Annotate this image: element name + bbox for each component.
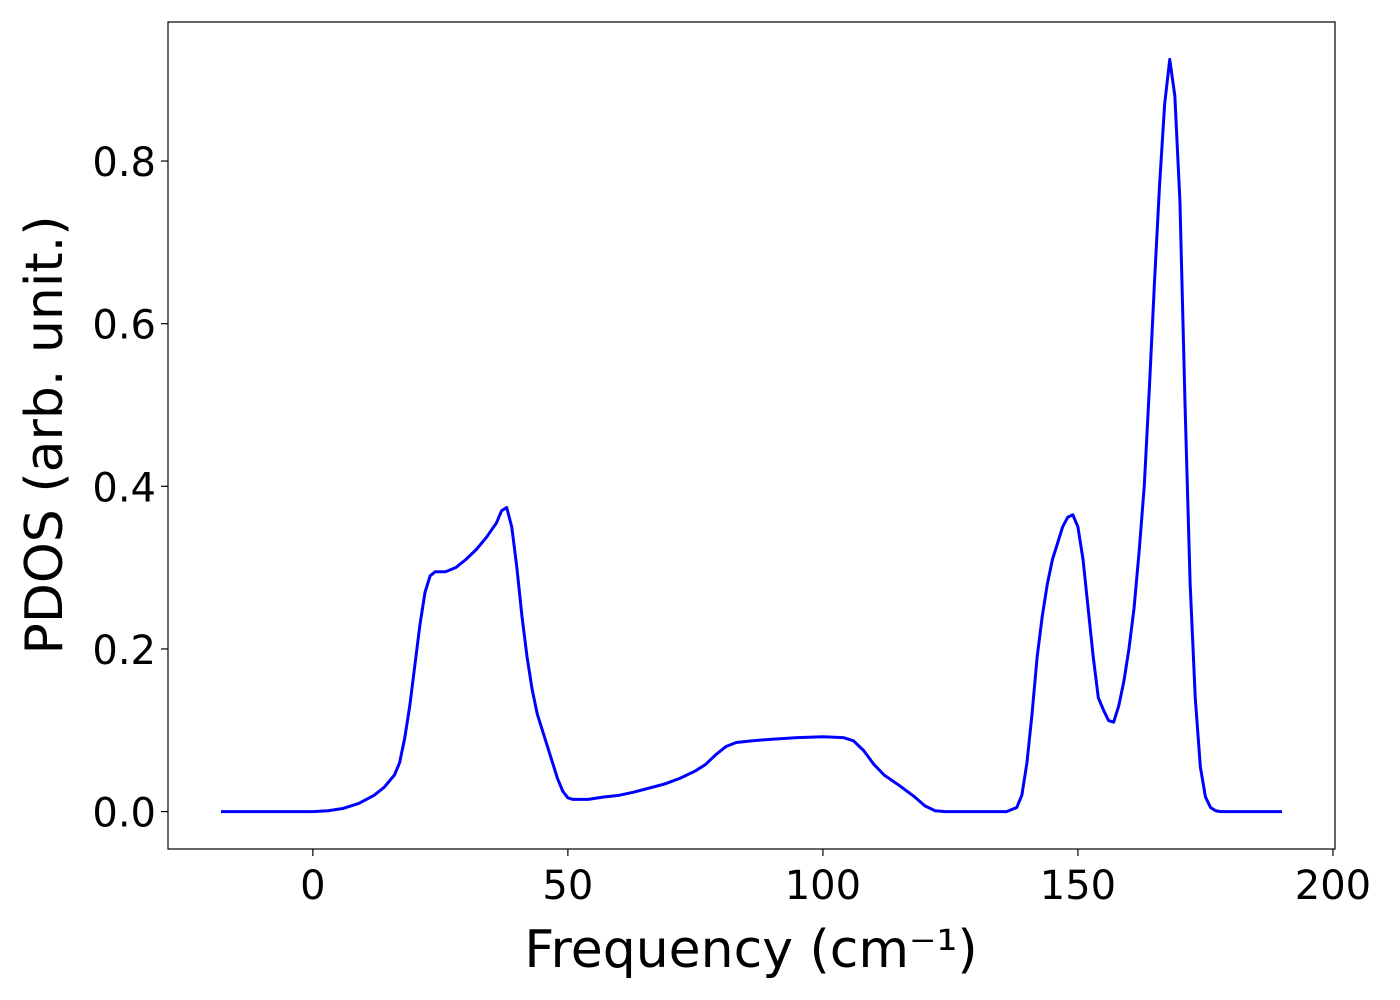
- x-axis-label: Frequency (cm⁻¹): [524, 920, 977, 980]
- data-line: [221, 57, 1282, 814]
- x-tick-label: 200: [1295, 863, 1371, 909]
- x-tick-label: 0: [300, 863, 325, 909]
- y-axis-label: PDOS (arb. unit.): [15, 215, 75, 654]
- y-tick-label: 0.0: [92, 791, 156, 837]
- x-tick-label: 150: [1040, 863, 1116, 909]
- y-tick-label: 0.8: [92, 140, 156, 186]
- y-tick-label: 0.6: [92, 303, 156, 349]
- x-tick-label: 50: [542, 863, 593, 909]
- plot-frame: [167, 21, 1336, 850]
- y-tick-label: 0.4: [92, 465, 156, 511]
- y-tick-label: 0.2: [92, 628, 156, 674]
- x-tick-label: 100: [785, 863, 861, 909]
